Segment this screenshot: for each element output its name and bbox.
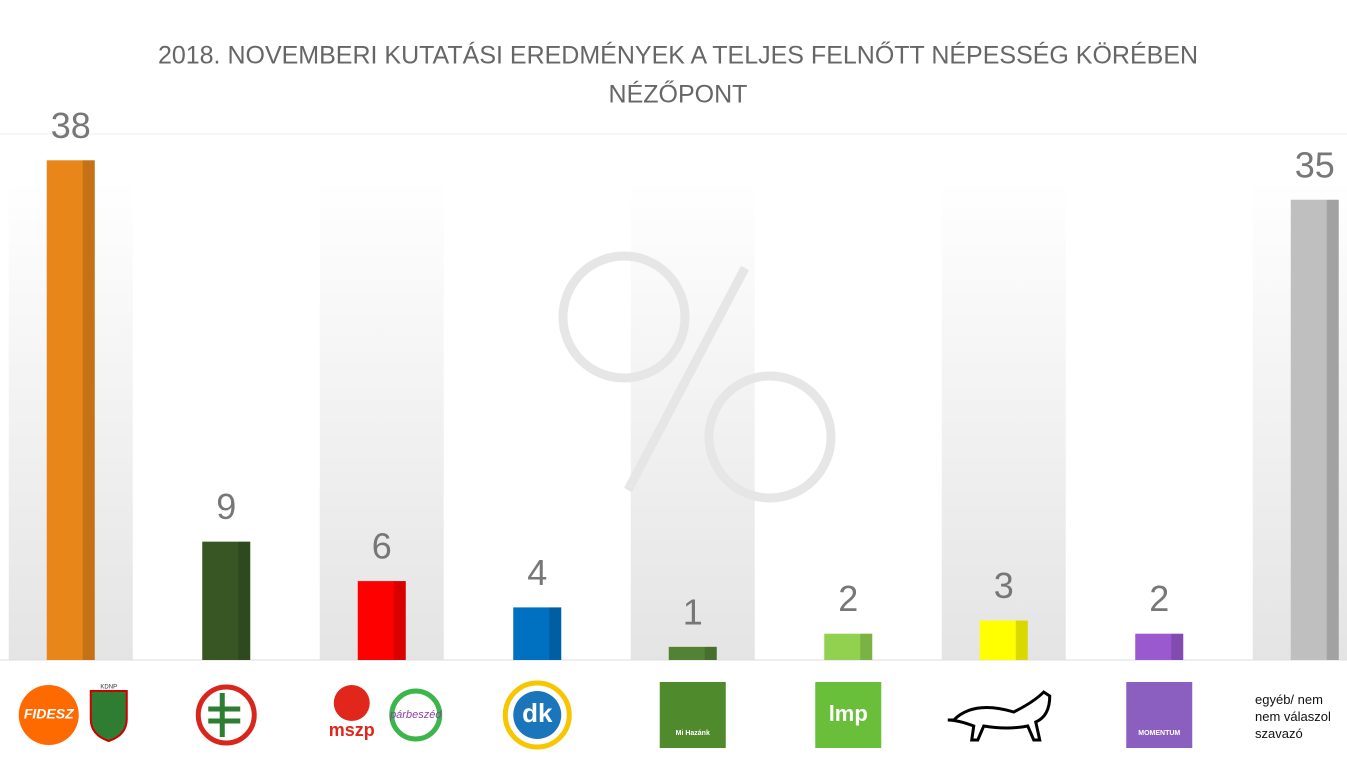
value-label: 2 [838,578,858,619]
category-label: mszp [329,720,375,740]
logo [947,690,1052,742]
logo [333,685,370,721]
bar [357,581,406,660]
bar [824,633,873,660]
column-shade [630,180,755,660]
chart-title: 2018. NOVEMBERI KUTATÁSI EREDMÉNYEK A TE… [158,41,1198,70]
value-label: 35 [1295,144,1335,185]
category-label: dk [522,698,553,728]
bar [202,541,251,660]
value-label: 6 [372,526,392,567]
value-label: 2 [1149,578,1169,619]
percent-watermark [558,251,836,503]
bar-shade [549,607,562,660]
bar-shade [393,581,406,660]
bar [668,646,717,660]
logo [195,684,257,746]
category-sublabel: párbeszéd [389,709,442,721]
value-label: 9 [216,486,236,527]
bar [46,160,95,661]
logo [815,682,882,748]
bar-shade [238,541,251,660]
logo [208,693,241,737]
bar-shade [1326,199,1339,660]
category-label: Mi Hazánk [676,730,710,737]
value-label: 3 [994,565,1014,606]
bar [1135,633,1184,660]
category-label: lmp [829,701,868,726]
bar [513,607,562,660]
bar [979,620,1028,660]
bar-shade [704,646,717,660]
chart-subtitle: NÉZŐPONT [609,80,748,109]
logo [389,688,443,742]
column-shade [941,180,1066,660]
column-shade [319,180,444,660]
logo [1126,682,1193,748]
category-label: egyéb/ nem nem válaszol szavazó [1255,692,1331,741]
logo [89,690,128,743]
value-label: 4 [527,552,547,593]
bar-shade [1015,620,1028,660]
bar-shade [82,160,95,661]
category-label: FIDESZ [24,706,74,722]
bar [1290,199,1339,660]
logo [513,691,562,739]
bar-shade [1171,633,1184,660]
value-label: 1 [683,591,703,632]
category-label: MOMENTUM [1138,730,1180,737]
value-label: 38 [51,105,91,146]
category-sublabel: KDNP [100,685,117,691]
logo [18,685,79,745]
logo [659,682,726,748]
bar-shade [860,633,873,660]
